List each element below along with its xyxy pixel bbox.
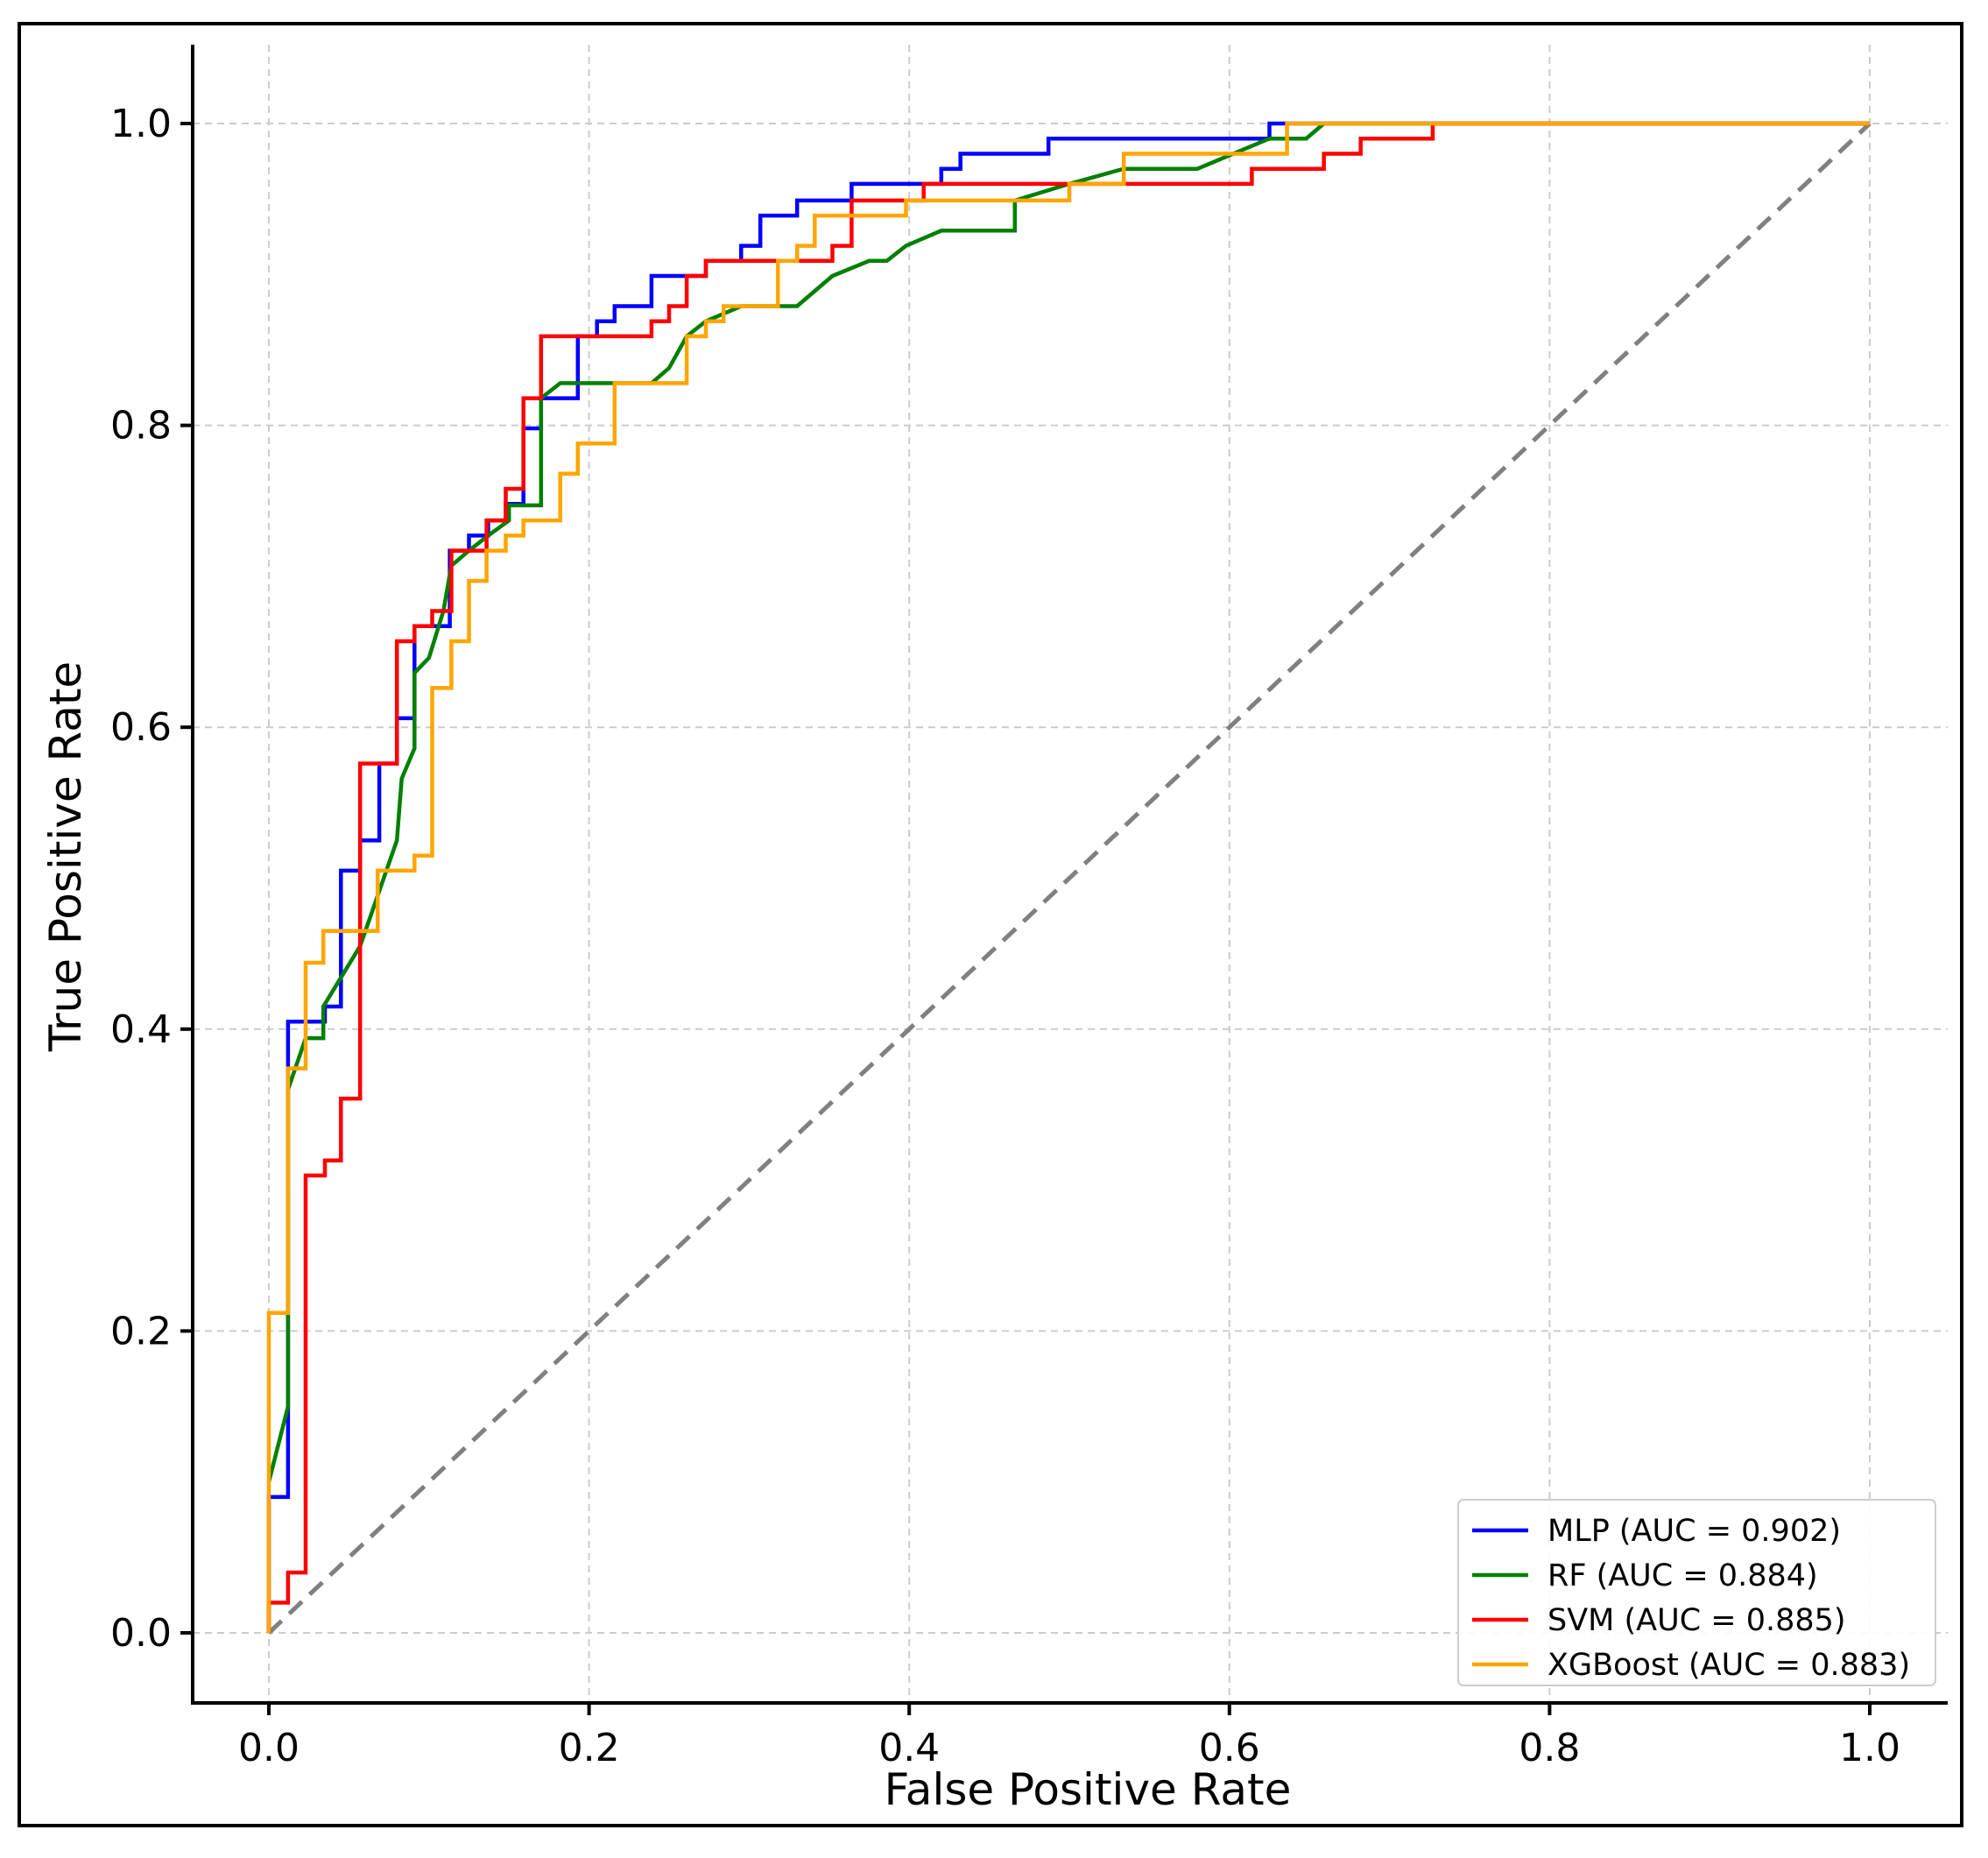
y-tick-label: 1.0 [110, 102, 172, 146]
x-axis-label: False Positive Rate [885, 1764, 1292, 1815]
legend-entry: SVM (AUC = 0.885) [1547, 1603, 1846, 1638]
y-tick-label: 0.8 [110, 404, 172, 449]
axes [191, 45, 1948, 1705]
roc-curves [266, 121, 1870, 1633]
x-tick-label: 1.0 [1839, 1726, 1900, 1770]
x-tick-label: 0.0 [238, 1726, 300, 1770]
legend-entry: RF (AUC = 0.884) [1547, 1558, 1818, 1593]
legend: MLP (AUC = 0.902) RF (AUC = 0.884) SVM (AU… [1457, 1499, 1936, 1686]
y-tick-label: 0.6 [110, 705, 172, 750]
grid-lines [193, 45, 1948, 1703]
y-tick-label: 0.0 [110, 1611, 172, 1656]
chance-line [267, 122, 1872, 1635]
y-axis-label: True Positive Rate [40, 661, 91, 1052]
roc-curve-rf [266, 121, 1870, 1483]
x-tick-label: 0.4 [878, 1726, 940, 1770]
roc-curve-svm [266, 121, 1870, 1633]
figure-frame: 0.0 0.2 0.4 0.6 0.8 1.0 0.0 0.2 0.4 0.6 0.8 1.0 Fal… [18, 22, 1963, 1827]
axis-labels: False Positive Rate True Positive Rate [40, 661, 1291, 1815]
legend-entry: MLP (AUC = 0.902) [1547, 1514, 1841, 1549]
x-tick-label: 0.2 [559, 1726, 620, 1770]
diagonal-reference [267, 122, 1872, 1635]
roc-chart: 0.0 0.2 0.4 0.6 0.8 1.0 0.0 0.2 0.4 0.6 0.8 1.0 Fal… [40, 45, 1948, 1815]
legend-box [1457, 1499, 1936, 1686]
y-tick-label: 0.4 [110, 1007, 172, 1052]
y-tick-label: 0.2 [110, 1309, 172, 1353]
roc-curve-xgboost [266, 121, 1870, 1633]
legend-entry: XGBoost (AUC = 0.883) [1547, 1648, 1910, 1683]
x-tick-label: 0.6 [1199, 1726, 1260, 1770]
x-tick-label: 0.8 [1519, 1726, 1580, 1770]
ticks: 0.0 0.2 0.4 0.6 0.8 1.0 0.0 0.2 0.4 0.6 0.8 1.0 [110, 102, 1900, 1770]
